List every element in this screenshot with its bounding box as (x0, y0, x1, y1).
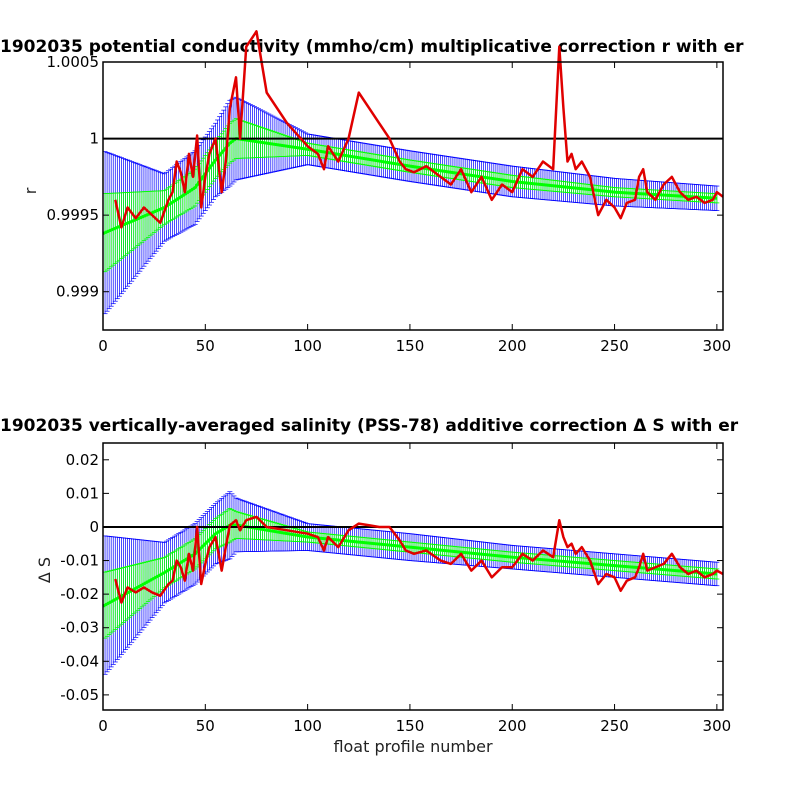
x-tick-label: 0 (98, 337, 108, 355)
x-tick-label: 300 (703, 717, 732, 735)
fit-line (102, 523, 717, 608)
y-tick-label: 1.0005 (47, 53, 100, 71)
y-tick-label: 0.01 (66, 484, 99, 502)
x-tick-label: 0 (98, 717, 108, 735)
x-tick-label: 300 (703, 337, 732, 355)
x-tick-label: 200 (498, 717, 527, 735)
measured-line (114, 515, 724, 604)
y-axis-label: Δ S (35, 557, 54, 583)
y-tick-label: -0.03 (60, 619, 99, 637)
x-axis-ticks: 0 50 100 150 200 250 300 (98, 443, 731, 735)
chart-title: 1902035 potential conductivity (mmho/cm)… (0, 37, 744, 57)
x-tick-label: 200 (498, 337, 527, 355)
x-axis-label: float profile number (333, 737, 493, 756)
measured-line (114, 30, 724, 229)
axes-frame (102, 442, 724, 711)
plot-salinity-correction: 1902035 vertically-averaged salinity (PS… (0, 416, 739, 756)
x-tick-label: 150 (396, 337, 425, 355)
y-tick-label: 0 (89, 518, 99, 536)
x-tick-label: 50 (196, 337, 215, 355)
x-tick-label: 100 (293, 717, 322, 735)
x-tick-label: 100 (293, 337, 322, 355)
y-tick-label: 0.02 (66, 451, 99, 469)
axes-frame (102, 61, 724, 331)
x-tick-label: 250 (600, 337, 629, 355)
y-axis-ticks: 0.999 0.9995 1 1.0005 (47, 53, 723, 301)
measured-series (114, 515, 724, 604)
y-tick-label: 1 (89, 130, 99, 148)
y-axis-ticks: -0.05 -0.04 -0.03 -0.02 -0.01 0 0.01 0.02 (60, 451, 723, 704)
fit-center-line (102, 523, 717, 608)
y-tick-label: -0.01 (60, 552, 99, 570)
y-tick-label: -0.02 (60, 585, 99, 603)
y-axis-label: r (21, 187, 40, 194)
x-tick-label: 50 (196, 717, 215, 735)
plot-conductivity-correction: 1902035 potential conductivity (mmho/cm)… (0, 30, 744, 355)
x-tick-label: 150 (396, 717, 425, 735)
y-tick-label: -0.04 (60, 652, 99, 670)
measured-series (114, 30, 724, 229)
axes-box (102, 61, 724, 331)
axes-box (102, 442, 724, 711)
chart-title: 1902035 vertically-averaged salinity (PS… (0, 416, 739, 436)
x-axis-ticks: 0 50 100 150 200 250 300 (98, 62, 731, 355)
y-tick-label: 0.9995 (47, 206, 100, 224)
y-tick-label: 0.999 (56, 283, 99, 301)
y-tick-label: -0.05 (60, 686, 99, 704)
x-tick-label: 250 (600, 717, 629, 735)
